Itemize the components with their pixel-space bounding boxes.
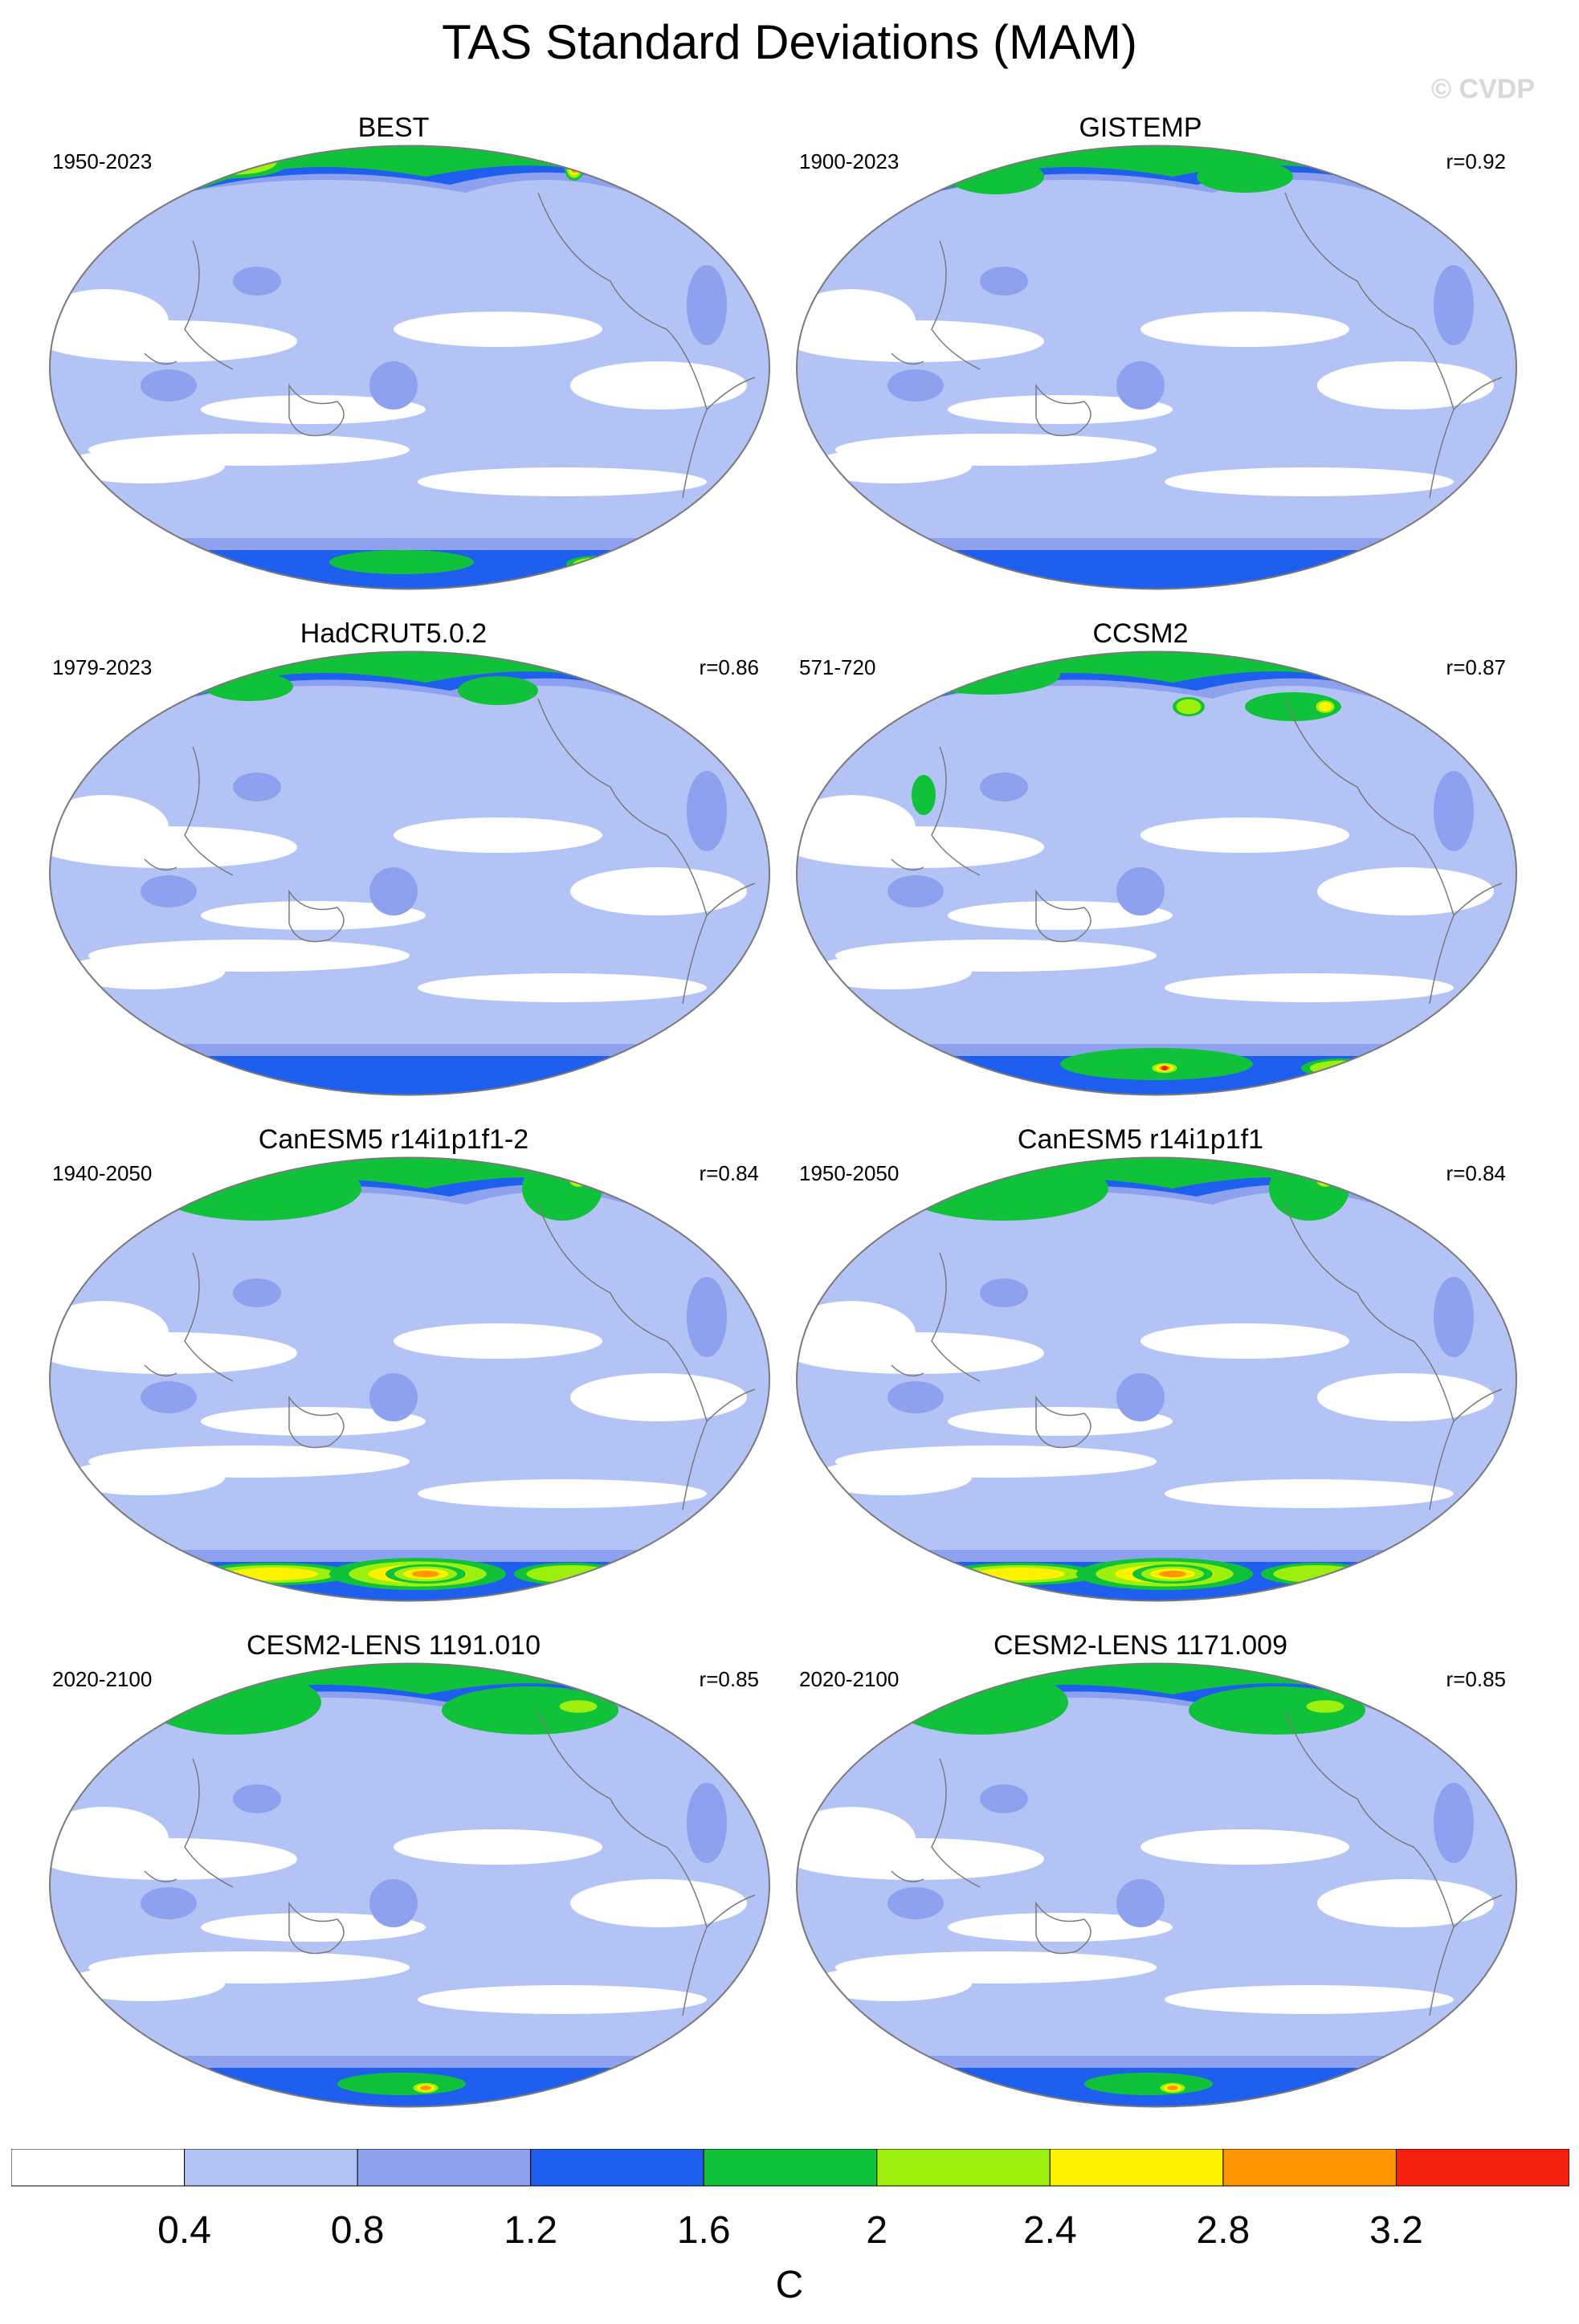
colorbar-tick-label: 2 <box>866 2209 888 2252</box>
pattern-correlation: r=0.85 <box>699 1667 759 1691</box>
colorbar-box <box>703 2149 878 2187</box>
panel-title: CESM2-LENS 1191.010 <box>246 1630 541 1661</box>
panel-period: 571-720 <box>799 655 876 679</box>
colorbar-box <box>1395 2149 1569 2187</box>
map-panel: CanESM5 r14i1p1f1 1950-2050 r=0.84 <box>767 1124 1517 1606</box>
colorbar-tick-label: 2.4 <box>1022 2209 1077 2252</box>
panel-period: 1950-2023 <box>52 149 153 173</box>
pattern-correlation: r=0.84 <box>1446 1161 1506 1185</box>
pattern-correlation: r=0.92 <box>1446 149 1506 173</box>
panel-period: 2020-2100 <box>52 1667 153 1691</box>
map-panel: HadCRUT5.0.2 1979-2023 r=0.86 <box>20 618 770 1100</box>
figure-title: TAS Standard Deviations (MAM) <box>442 15 1137 69</box>
global-map <box>796 1156 1517 1602</box>
global-map <box>796 145 1517 590</box>
pattern-correlation: r=0.85 <box>1446 1667 1506 1691</box>
map-panel: GISTEMP 1900-2023 r=0.92 <box>767 112 1517 594</box>
panel-title: CanESM5 r14i1p1f1 <box>1017 1124 1264 1155</box>
pattern-correlation: r=0.87 <box>1446 655 1506 679</box>
panel-period: 1940-2050 <box>52 1161 153 1185</box>
panel-title: GISTEMP <box>1079 112 1202 143</box>
global-map <box>49 1662 770 2108</box>
colorbar-box <box>1049 2149 1224 2187</box>
colorbar-box <box>184 2149 358 2187</box>
panel-title: HadCRUT5.0.2 <box>300 618 488 649</box>
pattern-correlation: r=0.84 <box>699 1161 759 1185</box>
panel-title: CanESM5 r14i1p1f1-2 <box>258 1124 529 1155</box>
colorbar <box>11 2149 1569 2187</box>
map-panel: CanESM5 r14i1p1f1-2 1940-2050 r=0.84 <box>20 1124 770 1606</box>
colorbar-tick-label: 1.6 <box>676 2209 731 2252</box>
global-map <box>49 650 770 1096</box>
map-panel: CESM2-LENS 1171.009 2020-2100 r=0.85 <box>767 1630 1517 2112</box>
colorbar-tick-label: 0.8 <box>330 2209 385 2252</box>
colorbar-tick-label: 3.2 <box>1369 2209 1423 2252</box>
pattern-correlation: r=0.86 <box>699 655 759 679</box>
global-map <box>49 1156 770 1602</box>
global-map <box>796 1662 1517 2108</box>
watermark: © CVDP <box>1431 74 1535 104</box>
colorbar-box <box>357 2149 532 2187</box>
colorbar-tick-label: 1.2 <box>504 2209 558 2252</box>
colorbar-box <box>530 2149 704 2187</box>
panel-period: 2020-2100 <box>799 1667 900 1691</box>
colorbar-units: C <box>775 2264 804 2306</box>
panel-period: 1979-2023 <box>52 655 153 679</box>
colorbar-box <box>876 2149 1051 2187</box>
colorbar-tick-label: 0.4 <box>157 2209 211 2252</box>
colorbar-tick-label: 2.8 <box>1196 2209 1251 2252</box>
map-panel: CCSM2 571-720 r=0.87 <box>767 618 1517 1100</box>
panel-title: CCSM2 <box>1092 618 1189 649</box>
panel-title: CESM2-LENS 1171.009 <box>993 1630 1287 1661</box>
map-panel: BEST 1950-2023 <box>20 112 770 594</box>
colorbar-box <box>1222 2149 1397 2187</box>
panel-title: BEST <box>357 112 430 143</box>
map-panel: CESM2-LENS 1191.010 2020-2100 r=0.85 <box>20 1630 770 2112</box>
global-map <box>49 145 770 590</box>
panel-period: 1900-2023 <box>799 149 900 173</box>
colorbar-box <box>11 2149 186 2187</box>
panel-period: 1950-2050 <box>799 1161 900 1185</box>
global-map <box>796 650 1517 1096</box>
